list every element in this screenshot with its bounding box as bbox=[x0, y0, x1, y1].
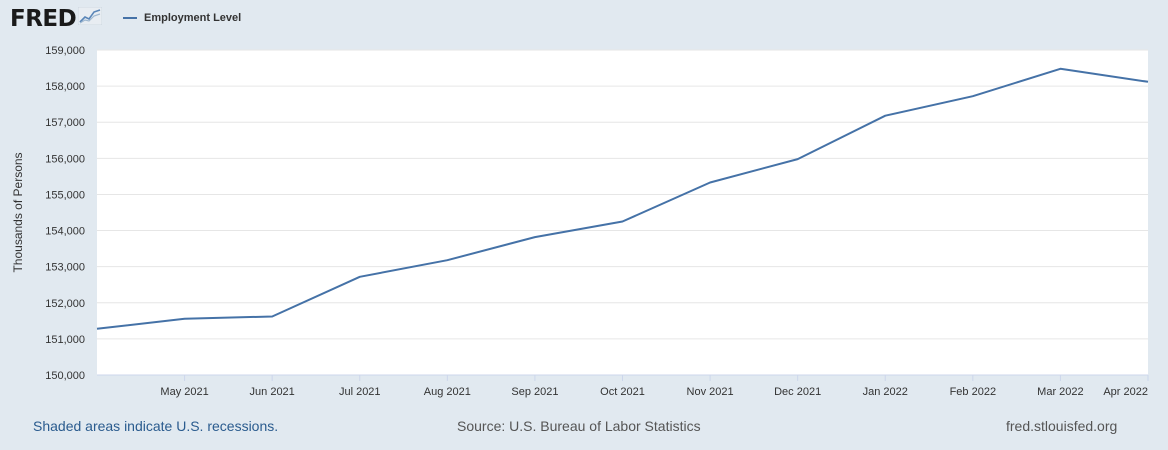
y-tick-label: 153,000 bbox=[45, 262, 85, 274]
y-axis-ticks: 150,000 151,000 152,000 153,000 154,000 155,0… bbox=[45, 45, 85, 382]
data-point[interactable] bbox=[266, 311, 278, 323]
y-tick-label: 157,000 bbox=[45, 117, 85, 129]
data-point[interactable] bbox=[529, 231, 541, 243]
x-tick-label: Jan 2022 bbox=[863, 386, 908, 398]
x-tick-label: Feb 2022 bbox=[950, 386, 996, 398]
x-tick-label: Jun 2021 bbox=[250, 386, 295, 398]
data-point[interactable] bbox=[617, 216, 629, 228]
chart-legend[interactable]: Employment Level bbox=[123, 12, 241, 24]
data-point[interactable] bbox=[1142, 76, 1154, 88]
x-tick-label: Aug 2021 bbox=[424, 386, 471, 398]
recessions-note-link[interactable]: Shaded areas indicate U.S. recessions. bbox=[33, 418, 279, 434]
x-tick-label: Jul 2021 bbox=[339, 386, 381, 398]
legend-series-swatch bbox=[123, 17, 137, 19]
data-point[interactable] bbox=[441, 254, 453, 266]
x-tick-label: Oct 2021 bbox=[600, 386, 645, 398]
data-point[interactable] bbox=[1054, 63, 1066, 75]
data-point[interactable] bbox=[967, 90, 979, 102]
x-tick-label: Dec 2021 bbox=[774, 386, 821, 398]
y-tick-label: 159,000 bbox=[45, 45, 85, 57]
x-tick-label: Mar 2022 bbox=[1037, 386, 1083, 398]
site-link[interactable]: fred.stlouisfed.org bbox=[1006, 418, 1118, 434]
x-axis-ticks: May 2021 Jun 2021 Jul 2021 Aug 2021 Sep 2021… bbox=[160, 375, 1149, 398]
y-tick-label: 150,000 bbox=[45, 370, 85, 382]
data-point[interactable] bbox=[354, 271, 366, 283]
y-tick-label: 152,000 bbox=[45, 298, 85, 310]
data-point[interactable] bbox=[179, 313, 191, 325]
y-axis-label: Thousands of Persons bbox=[11, 152, 25, 272]
data-point[interactable] bbox=[91, 323, 103, 335]
x-tick-label: Nov 2021 bbox=[687, 386, 734, 398]
y-tick-label: 154,000 bbox=[45, 226, 85, 238]
plot-area bbox=[97, 50, 1148, 375]
y-tick-label: 156,000 bbox=[45, 153, 85, 165]
x-tick-label: Sep 2021 bbox=[511, 386, 558, 398]
series-line-employment-level[interactable] bbox=[96, 67, 1149, 330]
data-point[interactable] bbox=[792, 153, 804, 165]
legend-series-label: Employment Level bbox=[144, 12, 242, 24]
data-point[interactable] bbox=[704, 177, 716, 189]
y-tick-label: 155,000 bbox=[45, 189, 85, 201]
source-text: Source: U.S. Bureau of Labor Statistics bbox=[457, 418, 701, 434]
gridlines bbox=[97, 49, 1148, 340]
data-point[interactable] bbox=[879, 110, 891, 122]
fred-logo-text: FRED bbox=[10, 6, 77, 32]
y-tick-label: 151,000 bbox=[45, 334, 85, 346]
y-tick-label: 158,000 bbox=[45, 81, 85, 93]
x-tick-label: Apr 2022 bbox=[1103, 386, 1148, 398]
x-tick-label: May 2021 bbox=[160, 386, 208, 398]
